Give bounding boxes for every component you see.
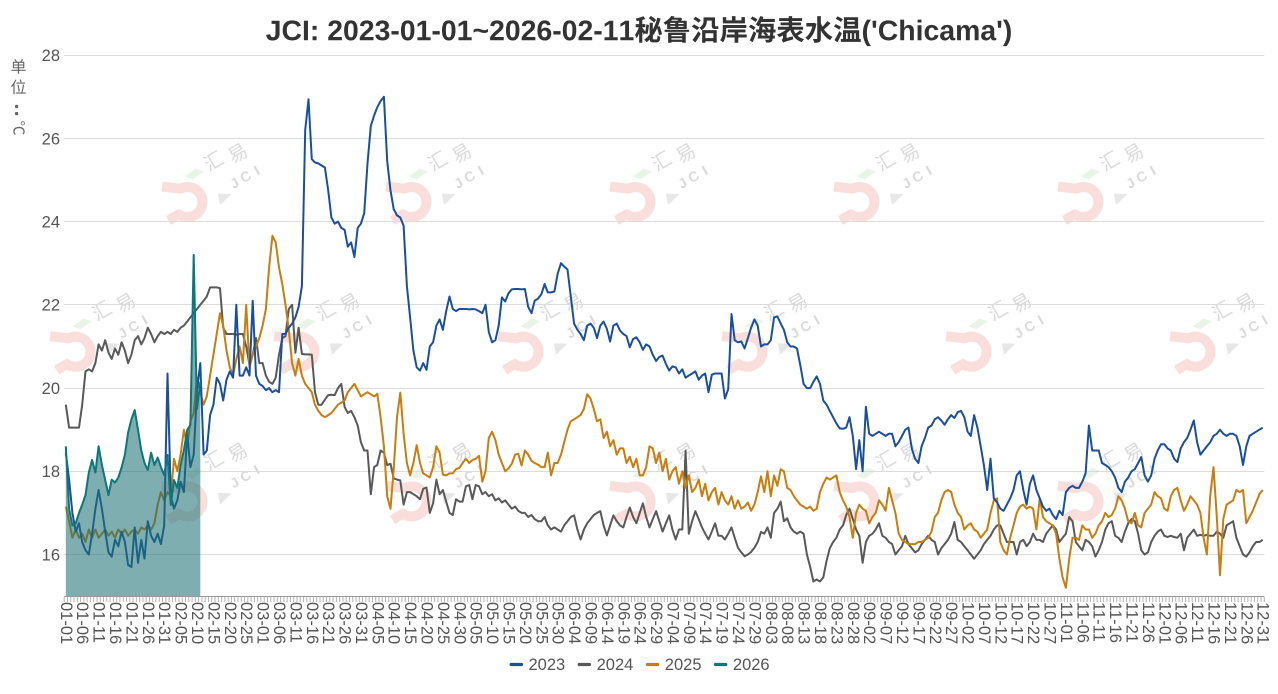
svg-text:10-27: 10-27 — [1041, 602, 1059, 644]
svg-text:03-01: 03-01 — [254, 602, 272, 644]
svg-text:05-25: 05-25 — [532, 602, 550, 644]
svg-text:2024: 2024 — [597, 656, 634, 674]
svg-text:28: 28 — [42, 47, 60, 65]
svg-text:05-15: 05-15 — [500, 602, 518, 644]
svg-text:01-11: 01-11 — [90, 602, 108, 643]
svg-text:07-04: 07-04 — [663, 602, 681, 644]
svg-text:07-24: 07-24 — [729, 602, 747, 644]
svg-text:05-20: 05-20 — [516, 602, 534, 644]
svg-text:01-06: 01-06 — [73, 602, 91, 644]
svg-text:09-02: 09-02 — [860, 602, 878, 644]
svg-text:04-20: 04-20 — [418, 602, 436, 644]
svg-text:02-25: 02-25 — [237, 602, 255, 644]
svg-text:12-06: 12-06 — [1172, 602, 1190, 644]
svg-text:02-20: 02-20 — [221, 602, 239, 644]
svg-text:16: 16 — [42, 546, 60, 564]
svg-text:02-10: 02-10 — [188, 602, 206, 644]
svg-text:04-30: 04-30 — [450, 602, 468, 644]
svg-text:11-16: 11-16 — [1106, 602, 1124, 643]
svg-text:01-01: 01-01 — [57, 602, 75, 644]
svg-text:10-17: 10-17 — [1008, 602, 1026, 644]
svg-text:09-12: 09-12 — [893, 602, 911, 644]
svg-text:03-06: 03-06 — [270, 602, 288, 644]
svg-text:08-13: 08-13 — [795, 602, 813, 644]
svg-text:11-26: 11-26 — [1139, 602, 1157, 643]
svg-text:11-06: 11-06 — [1073, 602, 1091, 643]
svg-text:12-21: 12-21 — [1221, 602, 1239, 644]
svg-text:2026: 2026 — [733, 656, 770, 674]
svg-text:02-05: 02-05 — [172, 602, 190, 644]
svg-text:11-11: 11-11 — [1090, 602, 1108, 642]
svg-text:24: 24 — [42, 214, 60, 232]
svg-text:06-24: 06-24 — [631, 602, 649, 644]
svg-text:10-02: 10-02 — [959, 602, 977, 644]
svg-text:08-08: 08-08 — [778, 602, 796, 644]
svg-text:03-16: 03-16 — [303, 602, 321, 644]
svg-text:20: 20 — [42, 380, 60, 398]
svg-text:03-31: 03-31 — [352, 602, 370, 644]
svg-text:2023: 2023 — [529, 656, 566, 674]
svg-text:06-04: 06-04 — [565, 602, 583, 644]
svg-text:05-05: 05-05 — [467, 602, 485, 644]
svg-text:09-22: 09-22 — [926, 602, 944, 644]
svg-text:11-21: 11-21 — [1123, 602, 1141, 643]
svg-text:10-12: 10-12 — [991, 602, 1009, 644]
svg-text:06-29: 06-29 — [647, 602, 665, 644]
svg-text:26: 26 — [42, 130, 60, 148]
svg-text:2025: 2025 — [665, 656, 702, 674]
svg-text:04-25: 04-25 — [434, 602, 452, 644]
svg-text:07-09: 07-09 — [680, 602, 698, 644]
svg-text:22: 22 — [42, 297, 60, 315]
svg-text:03-21: 03-21 — [319, 602, 337, 644]
svg-text:12-01: 12-01 — [1155, 602, 1173, 644]
svg-text:10-22: 10-22 — [1024, 602, 1042, 644]
svg-text:10-07: 10-07 — [975, 602, 993, 644]
svg-text:12-16: 12-16 — [1205, 602, 1223, 644]
svg-text:04-15: 04-15 — [401, 602, 419, 644]
svg-text:06-19: 06-19 — [614, 602, 632, 644]
svg-text:07-14: 07-14 — [696, 602, 714, 644]
svg-text:07-19: 07-19 — [713, 602, 731, 644]
svg-text:01-26: 01-26 — [139, 602, 157, 644]
svg-text:18: 18 — [42, 463, 60, 481]
svg-text:12-11: 12-11 — [1188, 602, 1206, 643]
svg-text:09-27: 09-27 — [942, 602, 960, 644]
svg-text:12-31: 12-31 — [1254, 602, 1272, 644]
svg-text:05-30: 05-30 — [549, 602, 567, 644]
svg-text:08-03: 08-03 — [762, 602, 780, 644]
svg-text:01-31: 01-31 — [155, 602, 173, 644]
svg-text:07-29: 07-29 — [745, 602, 763, 644]
svg-text:03-11: 03-11 — [286, 602, 304, 643]
svg-text:01-21: 01-21 — [122, 602, 140, 644]
svg-text:02-15: 02-15 — [204, 602, 222, 644]
svg-text:09-07: 09-07 — [877, 602, 895, 644]
svg-text:09-17: 09-17 — [909, 602, 927, 644]
svg-text:04-10: 04-10 — [385, 602, 403, 644]
svg-text:04-05: 04-05 — [368, 602, 386, 644]
svg-text:08-28: 08-28 — [844, 602, 862, 644]
svg-text:06-09: 06-09 — [582, 602, 600, 644]
svg-text:06-14: 06-14 — [598, 602, 616, 644]
svg-text:11-01: 11-01 — [1057, 602, 1075, 643]
svg-text:08-18: 08-18 — [811, 602, 829, 644]
svg-text:01-16: 01-16 — [106, 602, 124, 644]
svg-text:05-10: 05-10 — [483, 602, 501, 644]
svg-text:08-23: 08-23 — [827, 602, 845, 644]
svg-text:12-26: 12-26 — [1237, 602, 1255, 644]
svg-text:03-26: 03-26 — [336, 602, 354, 644]
